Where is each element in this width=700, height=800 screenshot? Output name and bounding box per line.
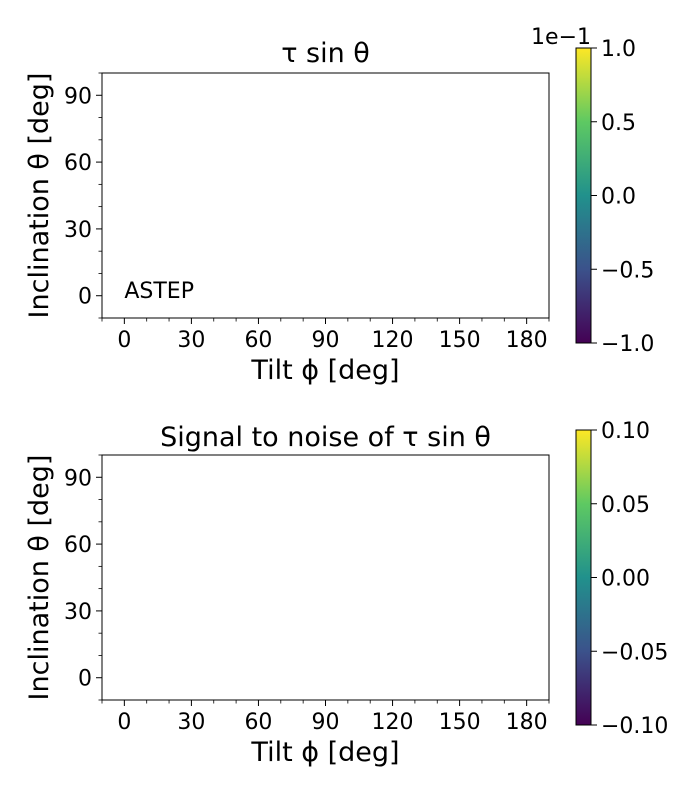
colorbar-tick-label: 0.5 <box>601 111 636 136</box>
colorbar <box>575 429 592 726</box>
x-tick-label: 90 <box>312 328 340 353</box>
x-tick-label: 150 <box>439 710 481 735</box>
x-tick-label: 30 <box>177 328 205 353</box>
plot-area <box>101 454 550 701</box>
x-tick-label: 150 <box>439 328 481 353</box>
y-tick-label: 30 <box>64 600 92 625</box>
chart-title: Signal to noise of τ sin θ <box>160 422 491 453</box>
y-axis-label: Inclination θ [deg] <box>24 455 55 701</box>
colorbar <box>575 47 592 344</box>
y-tick-label: 30 <box>64 218 92 243</box>
y-tick-label: 60 <box>64 151 92 176</box>
colorbar-tick-label: 0.00 <box>601 567 650 592</box>
colorbar-tick-label: −1.0 <box>601 332 654 357</box>
plot-area <box>101 72 550 319</box>
x-tick-label: 90 <box>312 710 340 735</box>
colorbar-tick-label: 1.0 <box>601 37 636 62</box>
x-tick-label: 60 <box>244 710 272 735</box>
x-tick-label: 0 <box>117 710 131 735</box>
chart-panel-0: 0 30 60 90 120 150 180 0 30 60 90 τ sin θ Tilt ϕ [de… <box>24 25 654 386</box>
colorbar-tick-label: −0.05 <box>601 640 668 665</box>
x-tick-label: 60 <box>244 328 272 353</box>
colorbar-tick-label: 0.05 <box>601 493 650 518</box>
y-tick-label: 90 <box>64 466 92 491</box>
y-tick-label: 90 <box>64 84 92 109</box>
chart-panel-1: 0 30 60 90 120 150 180 0 30 60 90 Signal to noise o… <box>24 419 668 768</box>
x-axis-label: Tilt ϕ [deg] <box>250 737 399 768</box>
colorbar-tick-label: −0.5 <box>601 258 654 283</box>
colorbar-tick-label: −0.10 <box>601 714 668 739</box>
colorbar-offset-label: 1e−1 <box>531 25 591 50</box>
colorbar-tick-label: 0.0 <box>601 185 636 210</box>
chart-title: τ sin θ <box>281 38 370 69</box>
y-axis-label: Inclination θ [deg] <box>24 73 55 319</box>
x-tick-label: 120 <box>372 328 414 353</box>
y-tick-label: 60 <box>64 533 92 558</box>
x-axis-label: Tilt ϕ [deg] <box>250 355 399 386</box>
colorbar-tick-label: 0.10 <box>601 419 650 444</box>
x-tick-label: 120 <box>372 710 414 735</box>
y-tick-label: 0 <box>78 667 92 692</box>
x-tick-label: 180 <box>506 710 548 735</box>
x-tick-label: 180 <box>506 328 548 353</box>
y-tick-label: 0 <box>78 285 92 310</box>
x-tick-label: 0 <box>117 328 131 353</box>
x-tick-label: 30 <box>177 710 205 735</box>
annotation-label: ASTEP <box>124 279 194 304</box>
